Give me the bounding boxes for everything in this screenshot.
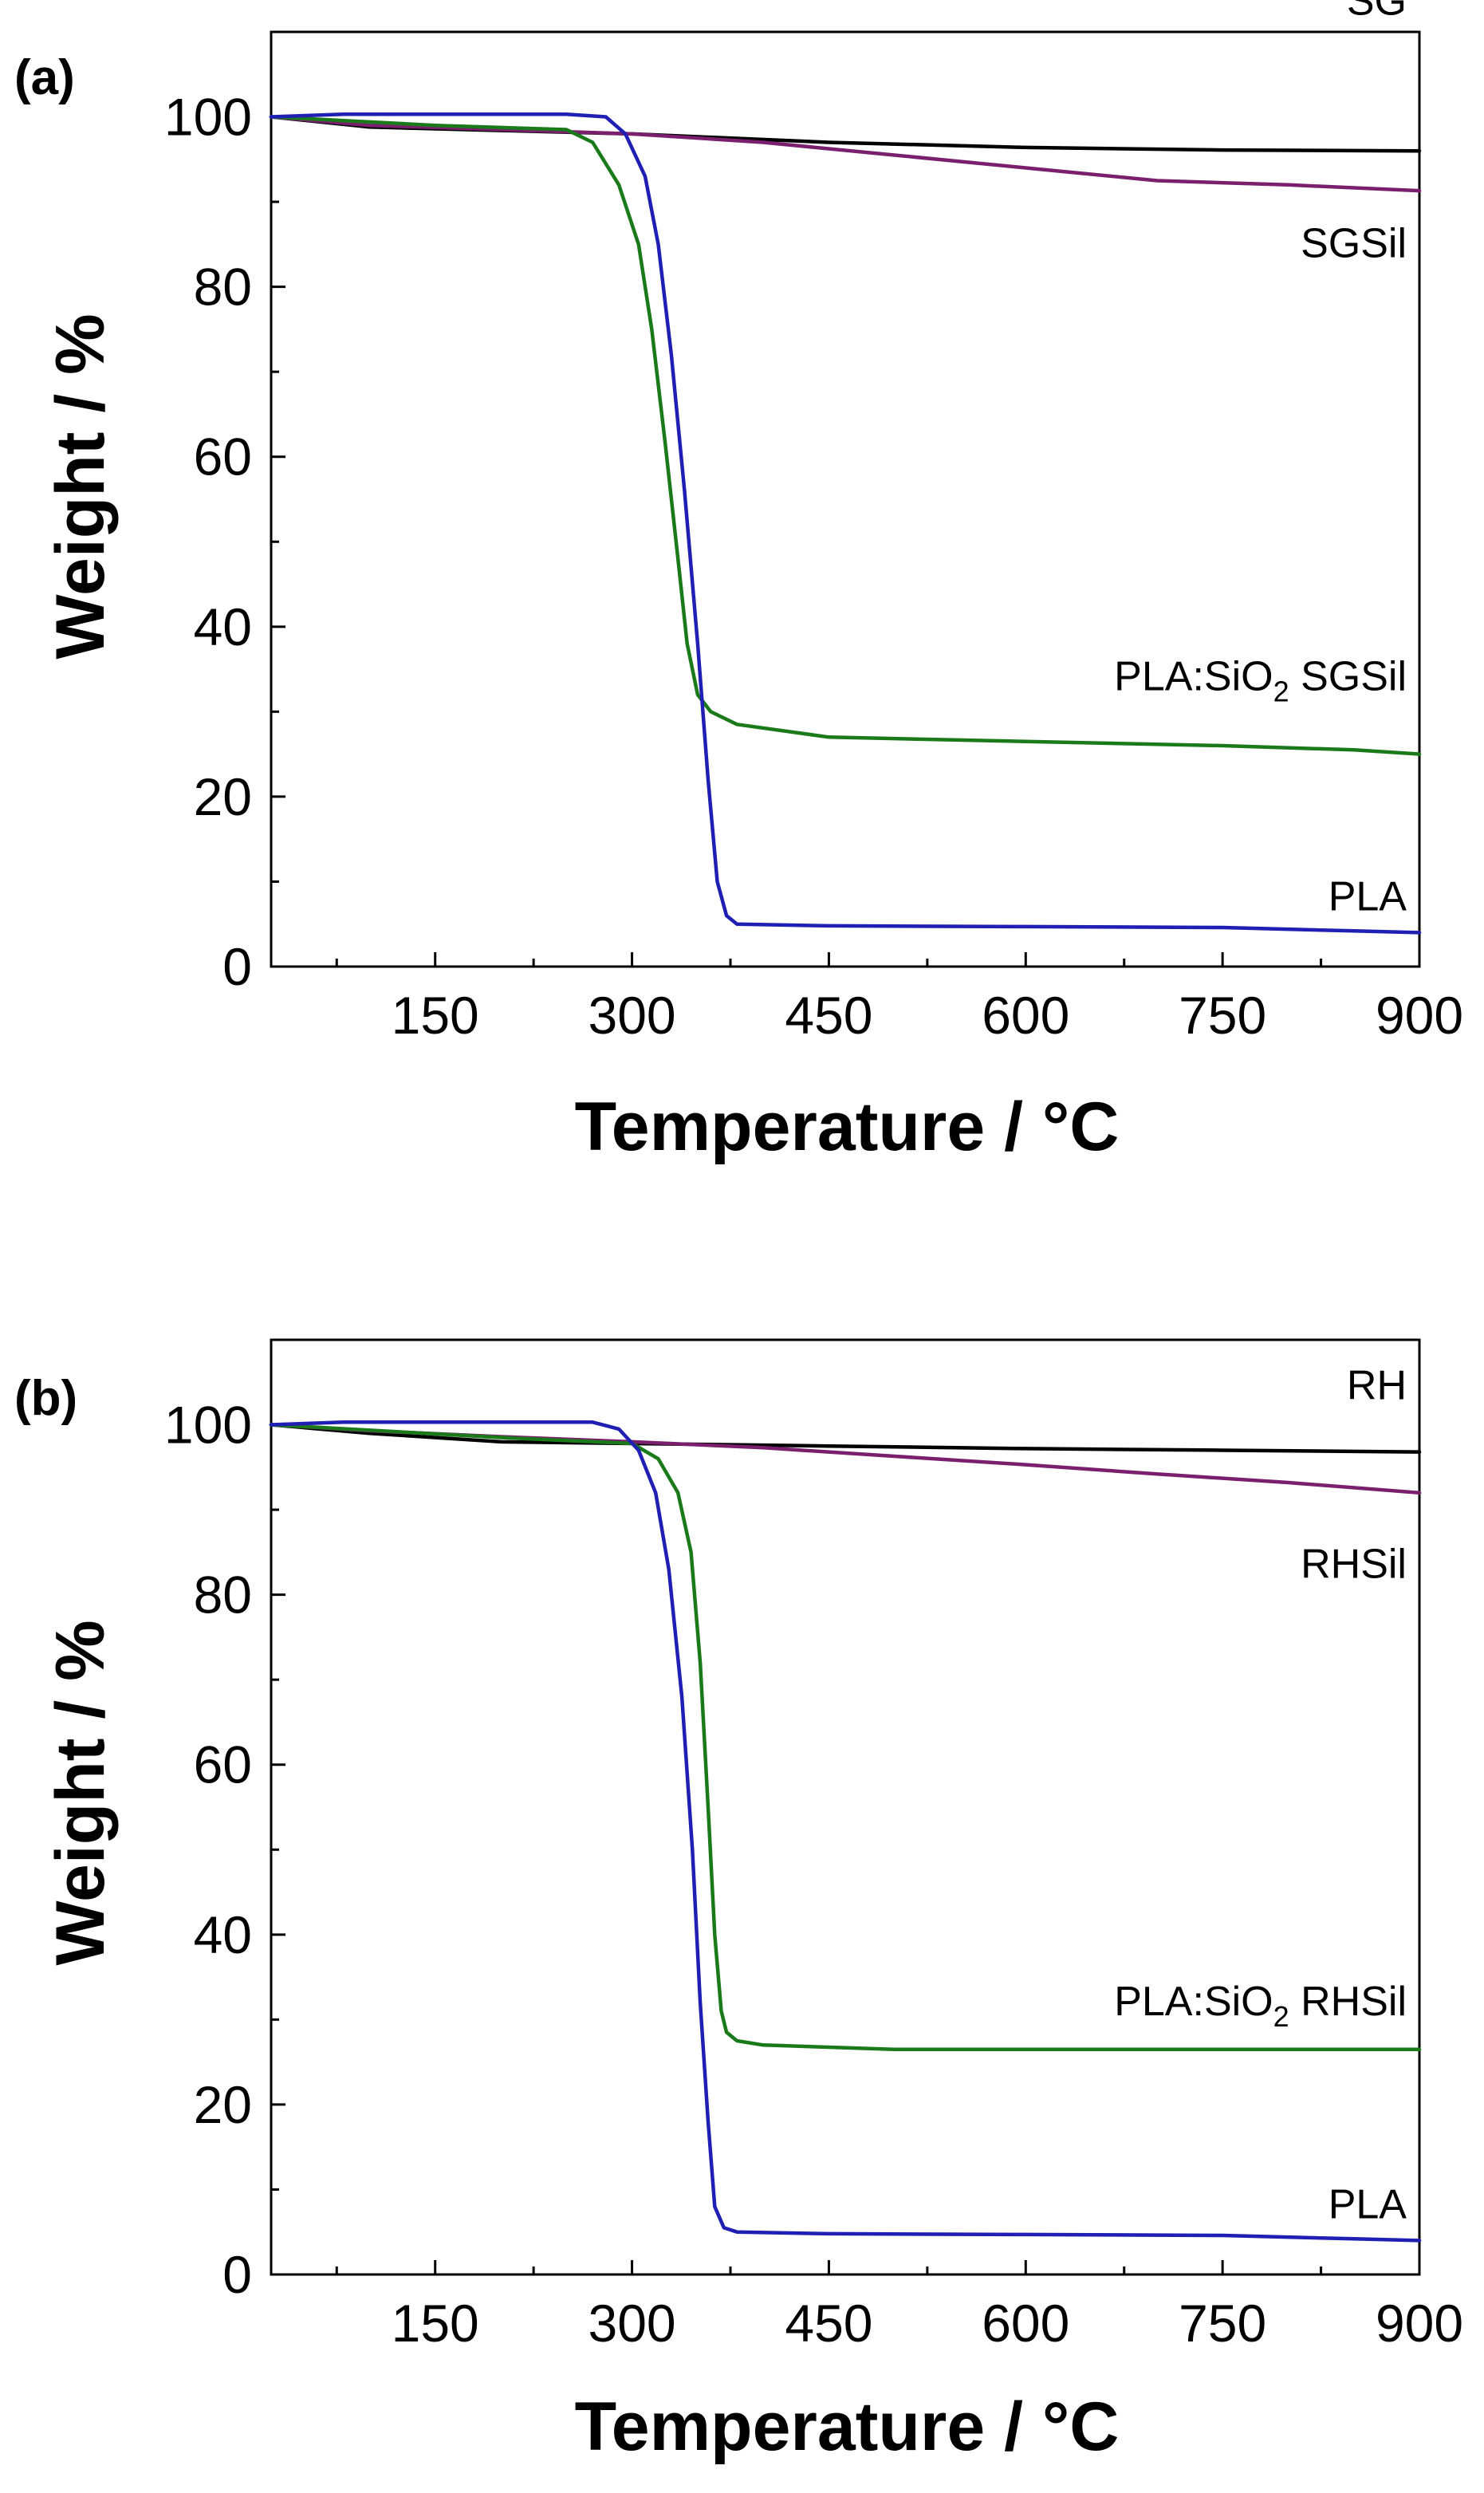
x-tick-label: 600	[982, 986, 1069, 1045]
x-tick-label: 900	[1376, 986, 1463, 1045]
series-line-sg	[269, 115, 1422, 153]
x-tick-label: 750	[1179, 2294, 1266, 2353]
y-tick-label: 20	[194, 2075, 252, 2134]
series-label-sg: SG	[1347, 0, 1407, 25]
panel-a: (a) 150 300 450 600 750 900 0 20 40 60 80 100 SG SGSi…	[14, 0, 1463, 1165]
x-tick-label: 750	[1179, 986, 1266, 1045]
plot-area-b: 150 300 450 600 750 900 0 20 40 60 80 100 RH RHSil PLA…	[164, 1338, 1463, 2353]
y-tick-label: 20	[194, 767, 252, 826]
y-tick-label: 0	[222, 937, 252, 996]
x-tick-label: 450	[785, 986, 872, 1045]
panel-b-label: (b)	[14, 1371, 77, 1426]
x-tick-label: 150	[392, 986, 479, 1045]
series-label-sgsil: SGSil	[1301, 220, 1407, 266]
x-tick-label: 150	[392, 2294, 479, 2353]
series-label-rh: RH	[1347, 1363, 1407, 1409]
y-tick-label: 80	[194, 258, 252, 317]
series-label-pla: PLA	[1329, 2182, 1407, 2228]
series-label-pla: PLA	[1329, 874, 1407, 920]
series-line-sgsil	[269, 115, 1422, 193]
series-line-pla-sio2-rhsil	[269, 1423, 1422, 2051]
plot-frame-a	[270, 30, 1421, 968]
y-tick-label: 40	[194, 1905, 252, 1964]
series-line-rh	[269, 1423, 1422, 1454]
x-tick-label: 300	[588, 2294, 676, 2353]
x-tick-label: 900	[1376, 2294, 1463, 2353]
panel-b-y-axis-title: Weight / %	[42, 1620, 119, 1965]
series-line-pla	[269, 112, 1422, 935]
plot-area-a: 150 300 450 600 750 900 0 20 40 60 80 100 SG SGSil PLA…	[164, 0, 1463, 1045]
series-label-pla-sio2-rhsil: PLA:SiO2 RHSil	[1114, 1979, 1407, 2033]
panel-a-x-axis-title: Temperature / °C	[575, 1089, 1120, 1165]
y-tick-label: 60	[194, 1735, 252, 1794]
y-tick-label: 80	[194, 1566, 252, 1625]
x-tick-label: 600	[982, 2294, 1069, 2353]
panel-b-x-axis-title: Temperature / °C	[575, 2389, 1120, 2465]
y-tick-label: 100	[164, 1396, 252, 1455]
series-label-pla-sio2-sgsil: PLA:SiO2 SGSil	[1114, 654, 1407, 708]
x-tick-label: 300	[588, 986, 676, 1045]
series-line-pla	[269, 1420, 1422, 2243]
series-line-pla-sio2-sgsil	[269, 115, 1422, 756]
panel-a-y-axis-title: Weight / %	[42, 313, 119, 659]
y-tick-label: 0	[222, 2245, 252, 2304]
plot-frame-b	[270, 1338, 1421, 2276]
y-tick-label: 60	[194, 427, 252, 486]
panel-a-label: (a)	[14, 50, 75, 105]
y-tick-label: 100	[164, 88, 252, 147]
panel-b: (b) 150 300 450 600 750 900 0 20 40 60 80 100 RH RHSi…	[14, 1338, 1463, 2465]
x-tick-label: 450	[785, 2294, 872, 2353]
y-tick-label: 40	[194, 597, 252, 656]
series-label-rhsil: RHSil	[1301, 1541, 1407, 1587]
